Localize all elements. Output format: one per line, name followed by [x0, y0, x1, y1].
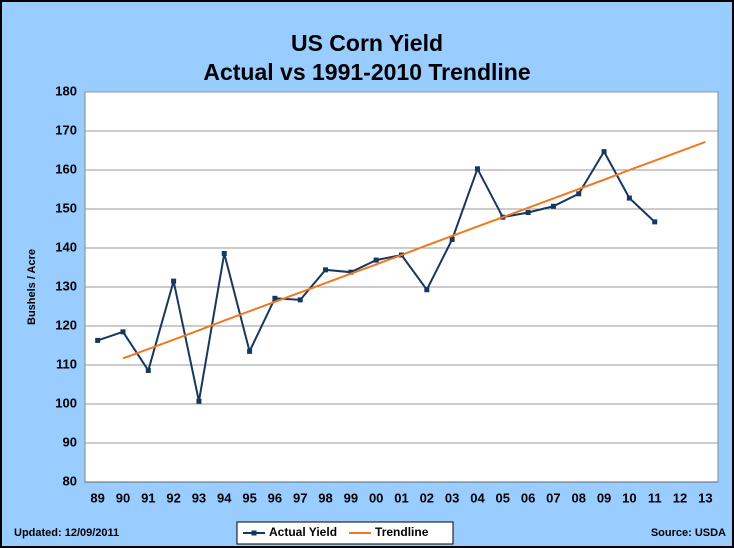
x-tick-label: 00	[369, 490, 383, 505]
y-axis-label: Bushels / Acre	[26, 249, 38, 325]
y-tick-label: 130	[55, 278, 77, 293]
x-tick-label: 07	[546, 490, 560, 505]
x-tick-label: 06	[521, 490, 535, 505]
point-marker	[297, 297, 303, 303]
x-tick-label: 03	[445, 490, 459, 505]
point-marker	[272, 295, 278, 301]
x-tick-label: 96	[268, 490, 282, 505]
chart-title: US Corn Yield	[291, 30, 443, 56]
point-marker	[652, 219, 658, 225]
x-tick-label: 09	[597, 490, 611, 505]
x-tick-label: 11	[648, 490, 662, 505]
x-tick-label: 93	[192, 490, 206, 505]
x-tick-label: 08	[572, 490, 586, 505]
point-marker	[373, 257, 379, 263]
point-marker	[145, 367, 151, 373]
legend-marker	[251, 530, 257, 536]
point-marker	[626, 195, 632, 201]
point-marker	[196, 398, 202, 404]
updated-note: Updated: 12/09/2011	[14, 527, 119, 539]
point-marker	[525, 210, 531, 216]
x-tick-label: 02	[420, 490, 434, 505]
point-marker	[601, 149, 607, 155]
x-tick-label: 13	[698, 490, 712, 505]
x-tick-label: 89	[90, 490, 104, 505]
point-marker	[171, 278, 177, 284]
x-tick-label: 99	[344, 490, 358, 505]
x-tick-label: 12	[673, 490, 687, 505]
x-tick-label: 05	[496, 490, 510, 505]
y-tick-label: 90	[63, 434, 77, 449]
y-tick-label: 150	[55, 200, 77, 215]
x-tick-label: 01	[394, 490, 408, 505]
legend-label: Actual Yield	[269, 525, 337, 539]
y-tick-label: 100	[55, 395, 77, 410]
chart-subtitle: Actual vs 1991-2010 Trendline	[203, 59, 530, 85]
point-marker	[95, 337, 101, 343]
y-tick-label: 180	[55, 83, 77, 98]
x-tick-label: 91	[141, 490, 155, 505]
x-tick-label: 95	[242, 490, 256, 505]
x-tick-label: 97	[293, 490, 307, 505]
y-tick-label: 160	[55, 161, 77, 176]
y-tick-label: 170	[55, 122, 77, 137]
point-marker	[120, 329, 126, 335]
legend-box	[236, 521, 454, 545]
point-marker	[424, 287, 430, 293]
x-tick-label: 10	[622, 490, 636, 505]
series-line	[122, 140, 706, 360]
point-marker	[348, 269, 354, 275]
x-tick-label: 90	[116, 490, 130, 505]
x-tick-label: 04	[470, 490, 485, 505]
y-tick-label: 80	[63, 473, 77, 488]
point-marker	[576, 191, 582, 197]
point-marker	[221, 250, 227, 256]
point-marker	[550, 203, 556, 209]
source-note: Source: USDA	[651, 527, 726, 539]
point-marker	[323, 267, 329, 273]
x-tick-label: 98	[318, 490, 332, 505]
point-marker	[474, 166, 480, 172]
y-tick-label: 120	[55, 317, 77, 332]
point-marker	[247, 348, 253, 354]
x-tick-label: 94	[217, 490, 232, 505]
y-tick-label: 140	[55, 239, 77, 254]
point-marker	[449, 236, 455, 242]
legend-label: Trendline	[375, 525, 429, 539]
x-tick-label: 92	[166, 490, 180, 505]
y-tick-label: 110	[56, 356, 77, 371]
